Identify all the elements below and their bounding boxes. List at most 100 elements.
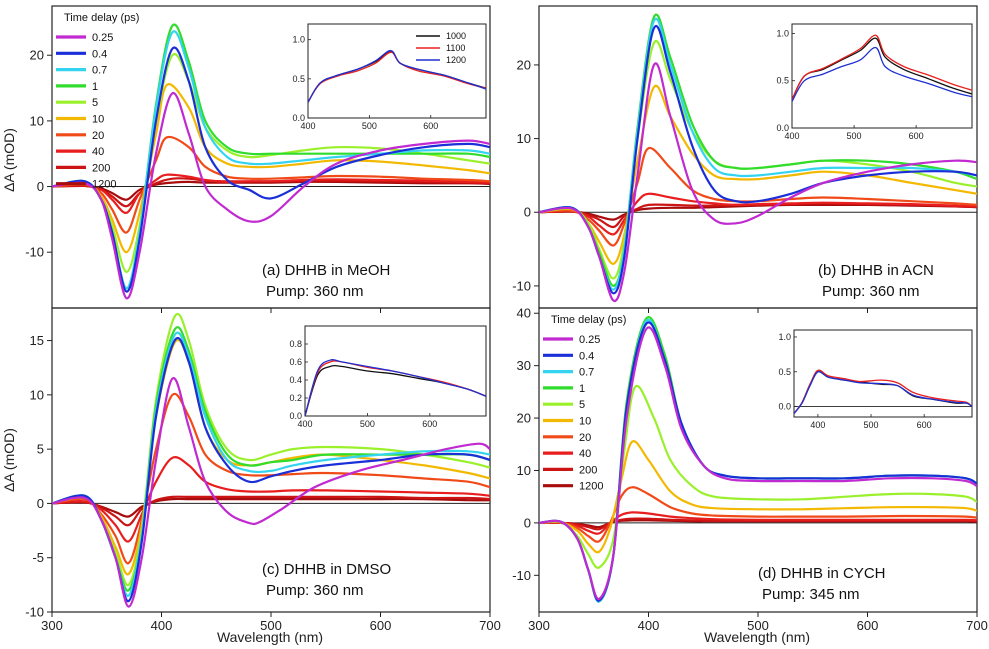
panel-annotation-pump: Pump: 360 nm: [266, 283, 364, 300]
inset-x-tick-label: 500: [847, 131, 862, 141]
legend-label-0.25ps: 0.25: [92, 32, 113, 44]
inset-x-tick-label: 400: [297, 419, 312, 429]
inset-x-tick-label: 500: [360, 419, 375, 429]
y-tick-label: 30: [517, 358, 531, 373]
inset-series-1100ps: [308, 51, 486, 103]
inset-legend-label-1100: 1100: [446, 43, 465, 53]
inset-frame: [307, 23, 487, 119]
x-axis-title-right: Wavelength (nm): [704, 629, 810, 645]
legend-label-1200ps: 1200: [92, 179, 116, 191]
series-line-5ps: [52, 313, 490, 587]
inset-x-tick-label: 600: [917, 420, 932, 430]
inset-x-tick-label: 600: [423, 121, 438, 131]
legend-label-10ps: 10: [92, 114, 104, 126]
y-axis-title-bottom: ΔA (mOD): [1, 428, 17, 492]
y-axis-title-top: ΔA (mOD): [1, 128, 17, 192]
x-axis-title-left: Wavelength (nm): [217, 629, 323, 645]
legend-title: Time delay (ps): [64, 12, 139, 24]
inset-series-1000ps: [792, 37, 972, 100]
series-line-10ps: [539, 440, 977, 554]
inset-x-tick-label: 600: [909, 131, 924, 141]
legend-label-40ps: 40: [579, 448, 591, 460]
panel-annotation-title: (b) DHHB in ACN: [818, 262, 934, 279]
series-line-20ps: [52, 135, 490, 234]
legend-label-1200ps: 1200: [579, 481, 603, 493]
y-tick-label: 10: [30, 113, 44, 128]
y-tick-label: 20: [30, 48, 44, 63]
inset-y-tick-label: 0.0: [778, 402, 791, 412]
y-tick-label: -10: [512, 568, 531, 583]
legend-label-1ps: 1: [579, 383, 585, 395]
series-group: [539, 13, 977, 303]
panel-a: -10 0 10 20 Time delay (ps) 0.25 0.4 0.7 1 5 10 20 4…: [25, 5, 491, 313]
series-line-40ps: [539, 192, 977, 236]
inset-y-tick-label: 0.5: [776, 76, 789, 86]
legend-label-0.4ps: 0.4: [92, 48, 107, 60]
y-tick-label: 20: [517, 411, 531, 426]
y-tick-label: 10: [517, 463, 531, 478]
inset-y-tick-label: 0.5: [778, 367, 791, 377]
series-line-20ps: [52, 392, 490, 565]
x-tick-label: 300: [41, 618, 63, 633]
y-tick-label: 0: [37, 179, 44, 194]
series-line-0.25ps: [539, 62, 977, 303]
y-tick-label: 0: [524, 515, 531, 530]
inset-y-tick-label: 1.0: [292, 35, 305, 45]
x-tick-label: 700: [966, 618, 988, 633]
legend-label-0.4ps: 0.4: [579, 350, 594, 362]
inset-plot: 0.0 0.5 1.0 400 500 600: [776, 23, 973, 141]
legend-label-0.7ps: 0.7: [579, 367, 594, 379]
panel-annotation-pump: Pump: 345 nm: [762, 586, 860, 603]
inset-frame: [791, 23, 973, 129]
series-line-1200ps: [52, 497, 490, 518]
y-tick-label: 10: [517, 131, 531, 146]
series-group: [52, 23, 490, 300]
y-tick-label: 40: [517, 306, 531, 321]
legend-label-200ps: 200: [579, 464, 597, 476]
series-line-0.25ps: [52, 377, 490, 608]
series-line-5ps: [539, 384, 977, 569]
legend-label-10ps: 10: [579, 416, 591, 428]
inset-x-tick-label: 600: [422, 419, 437, 429]
legend-title: Time delay (ps): [551, 314, 626, 326]
series-line-20ps: [539, 486, 977, 543]
y-tick-label: 10: [30, 387, 44, 402]
legend-label-20ps: 20: [92, 130, 104, 142]
legend-label-20ps: 20: [579, 432, 591, 444]
panel-annotation-pump: Pump: 360 nm: [822, 283, 920, 300]
panel-c: -10 -5 0 5 10 15 300 400 500 600 700 (c) DHHB in DM…: [25, 307, 501, 633]
inset-plot: 0.0 0.5 1.0 400 500 600 1000 1100 1200: [292, 23, 487, 131]
legend: Time delay (ps) 0.25 0.4 0.7 1 5 10 20 40 200 1200: [543, 314, 626, 493]
x-tick-label: 400: [638, 618, 660, 633]
inset-x-tick-label: 400: [300, 121, 315, 131]
series-line-0.4ps: [52, 46, 490, 293]
x-tick-label: 700: [479, 618, 501, 633]
series-line-0.25ps: [52, 92, 490, 300]
inset-y-tick-label: 0.5: [292, 74, 305, 84]
inset-legend-label-1000: 1000: [446, 31, 466, 41]
legend-label-5ps: 5: [92, 97, 98, 109]
panel-annotation-title: (c) DHHB in DMSO: [262, 561, 391, 578]
y-tick-label: 15: [30, 333, 44, 348]
series-line-1200ps: [52, 180, 490, 201]
inset-x-tick-label: 500: [864, 420, 879, 430]
inset-y-tick-label: 0.6: [289, 357, 302, 367]
inset-series-1200ps: [792, 46, 972, 102]
series-line-0.25ps: [539, 326, 977, 601]
inset-y-tick-label: 0.0: [289, 411, 302, 421]
inset-legend-label-1200: 1200: [446, 55, 466, 65]
inset-y-tick-label: 0.4: [289, 375, 302, 385]
panel-annotation-pump: Pump: 360 nm: [266, 582, 364, 599]
inset-y-tick-label: 0.0: [776, 123, 789, 133]
panel-annotation-title: (a) DHHB in MeOH: [262, 262, 390, 279]
legend-label-40ps: 40: [92, 146, 104, 158]
inset-x-tick-label: 400: [784, 131, 799, 141]
inset-y-tick-label: 0.8: [289, 339, 302, 349]
x-tick-label: 400: [151, 618, 173, 633]
legend-label-1ps: 1: [92, 81, 98, 93]
inset-series-1200ps: [308, 49, 486, 103]
series-line-200ps: [52, 495, 490, 527]
inset-y-tick-label: 0.0: [292, 113, 305, 123]
y-tick-label: -5: [32, 550, 44, 565]
